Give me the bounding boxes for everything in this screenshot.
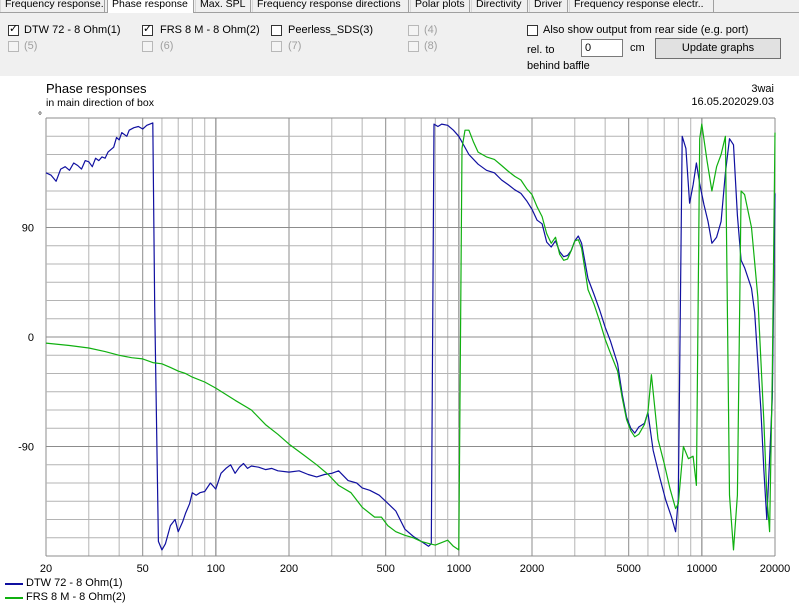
driver-8-label: (8): [424, 40, 438, 52]
driver-4-checkbox: [408, 25, 419, 36]
behind-baffle-label: behind baffle: [527, 60, 590, 72]
phase-chart: 20 50 100 200 500 1000 2000 5000 10000 20000 90 0 -9…: [18, 117, 791, 575]
legend-swatch-2: [5, 597, 23, 599]
rear-output-label: Also show output from rear side (e.g. po…: [543, 24, 749, 36]
tab-frequency-response[interactable]: Frequency response.: [0, 0, 105, 12]
series-line-2: [45, 123, 776, 551]
y-tick-label: 90: [22, 223, 34, 235]
driver-5-checkbox: [8, 41, 19, 52]
driver-7-label: (7): [288, 40, 302, 52]
y-tick-label: -90: [18, 442, 34, 454]
driver-2-checkbox[interactable]: ✓: [142, 23, 153, 36]
driver-8-checkbox: [408, 41, 419, 52]
x-tick-label: 50: [137, 563, 149, 575]
driver-7-checkbox: [271, 41, 282, 52]
legend-label-2: FRS 8 M - 8 Ohm(2): [26, 591, 126, 603]
x-tick-label: 2000: [520, 563, 544, 575]
brand-label: 3wai: [751, 83, 774, 95]
tab-frequency-response-directions[interactable]: Frequency response directions: [252, 0, 409, 12]
phase-plot-panel: 20 50 100 200 500 1000 2000 5000 10000 20000 90 0 -9…: [0, 76, 799, 616]
tab-phase-response[interactable]: Phase response: [107, 0, 194, 13]
tab-driver[interactable]: Driver: [529, 0, 568, 12]
driver-3-checkbox[interactable]: [271, 25, 282, 36]
rear-output-checkbox[interactable]: [527, 25, 538, 36]
driver-4-label: (4): [424, 24, 438, 36]
x-tick-label: 20000: [760, 563, 791, 575]
plot-subtitle: in main direction of box: [46, 97, 154, 109]
driver-2-label: FRS 8 M - 8 Ohm(2): [160, 24, 260, 36]
legend-label-1: DTW 72 - 8 Ohm(1): [26, 577, 123, 589]
driver-6-checkbox: [142, 41, 153, 52]
date-label: 16.05.202029.03: [691, 96, 774, 108]
driver-5-label: (5): [24, 40, 38, 52]
series-line-1: [45, 122, 776, 551]
driver-1-checkbox[interactable]: ✓: [8, 23, 19, 36]
plot-title: Phase responses: [46, 81, 147, 96]
degree-unit-label: °: [38, 111, 42, 122]
checkmark-icon: ✓: [143, 23, 153, 35]
x-tick-label: 100: [207, 563, 225, 575]
driver-6-label: (6): [160, 40, 174, 52]
tab-max-spl[interactable]: Max. SPL: [195, 0, 251, 12]
offset-unit-label: cm: [630, 42, 645, 54]
y-tick-label: 0: [28, 332, 34, 344]
x-tick-label: 5000: [616, 563, 640, 575]
offset-input[interactable]: 0: [581, 39, 623, 57]
update-graphs-button[interactable]: Update graphs: [655, 38, 781, 59]
checkmark-icon: ✓: [9, 23, 19, 35]
x-tick-label: 20: [40, 563, 52, 575]
legend-swatch-1: [5, 583, 23, 585]
driver-3-label: Peerless_SDS(3): [288, 24, 373, 36]
tab-strip: Frequency response. Phase response Max. …: [0, 0, 799, 13]
driver-selection-panel: ✓ DTW 72 - 8 Ohm(1) (5) ✓ FRS 8 M - 8 Oh…: [0, 13, 799, 74]
x-tick-label: 500: [377, 563, 395, 575]
x-tick-label: 10000: [687, 563, 718, 575]
x-tick-label: 1000: [447, 563, 471, 575]
tab-frequency-response-electrical[interactable]: Frequency response electr..: [569, 0, 714, 12]
tab-directivity[interactable]: Directivity: [471, 0, 528, 12]
driver-1-label: DTW 72 - 8 Ohm(1): [24, 24, 121, 36]
tab-polar-plots[interactable]: Polar plots: [410, 0, 470, 12]
x-tick-label: 200: [280, 563, 298, 575]
rel-to-label: rel. to: [527, 44, 555, 56]
